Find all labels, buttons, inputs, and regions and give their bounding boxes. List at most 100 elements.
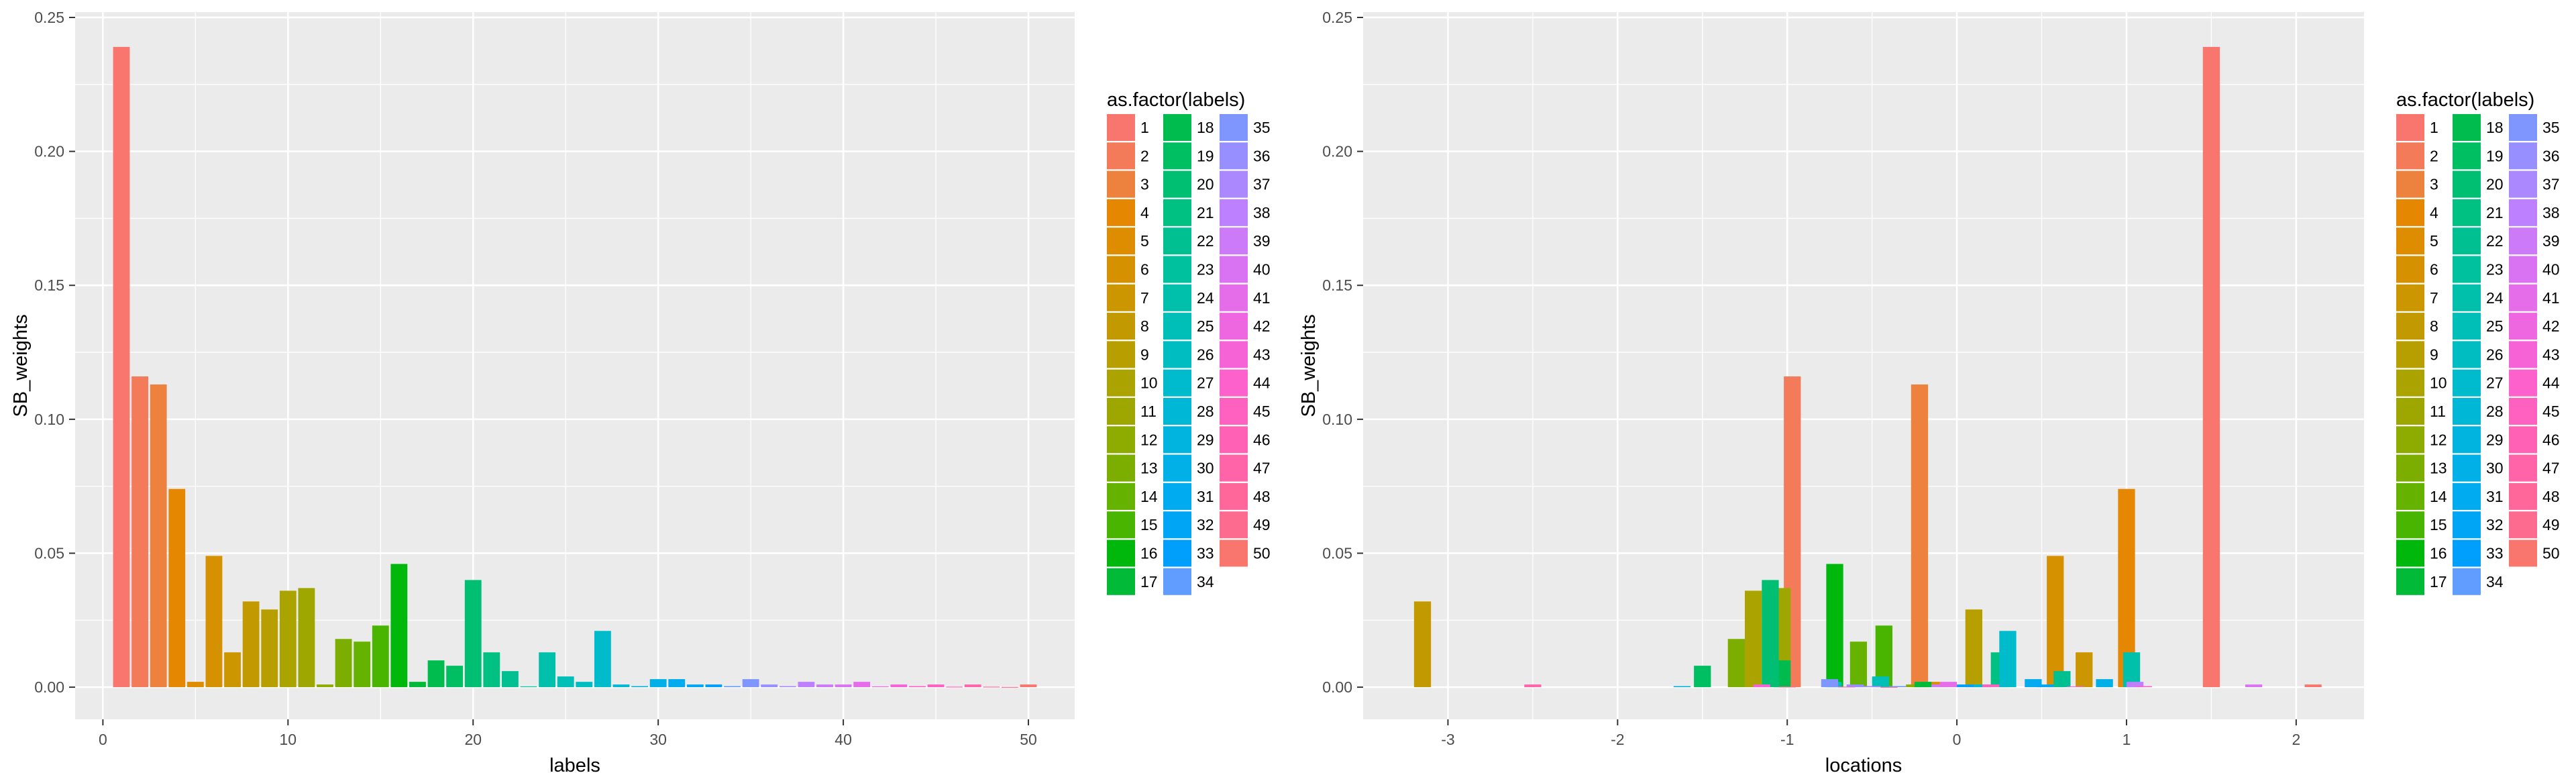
- legend-key-41: [1220, 284, 1248, 311]
- legend-label-29: 29: [2486, 431, 2504, 448]
- legend-label-37: 37: [1253, 176, 1271, 193]
- bar-label-5: [186, 682, 204, 688]
- bar-label-33: [705, 684, 722, 688]
- legend-key-32: [2453, 511, 2481, 539]
- legend-key-37: [2509, 170, 2537, 198]
- bar-label-13: [1727, 639, 1745, 688]
- bar-label-32: [2036, 684, 2054, 688]
- bar-label-47: [1524, 684, 1542, 688]
- legend-label-4: 4: [2430, 204, 2438, 221]
- bar-label-45: [927, 684, 945, 688]
- legend-key-50: [2509, 539, 2537, 567]
- legend-label-36: 36: [1253, 147, 1271, 164]
- bar-label-31: [2025, 679, 2042, 688]
- bar-label-48: [983, 686, 1000, 688]
- legend-key-1: [2396, 114, 2424, 141]
- bar-label-19: [446, 666, 464, 688]
- bar-label-49: [1002, 686, 1018, 688]
- legend-key-18: [1163, 114, 1191, 141]
- x-tick-label: 1: [2123, 731, 2131, 748]
- legend-label-2: 2: [1140, 147, 1149, 164]
- bar-label-49: [1880, 686, 1898, 688]
- bar-label-40: [835, 684, 852, 688]
- legend-label-49: 49: [1253, 516, 1271, 533]
- x-tick-label: 40: [835, 731, 852, 748]
- legend-label-48: 48: [2542, 488, 2560, 505]
- legend-key-10: [2396, 369, 2424, 397]
- legend-label-34: 34: [1197, 573, 1214, 590]
- legend-key-4: [1107, 199, 1135, 226]
- bar-label-10: [1744, 590, 1762, 688]
- legend-key-2: [1107, 142, 1135, 170]
- legend-label-4: 4: [1140, 204, 1149, 221]
- legend-label-19: 19: [1197, 147, 1214, 164]
- legend-key-44: [1220, 369, 1248, 397]
- legend-key-44: [2509, 369, 2537, 397]
- legend-key-30: [1163, 454, 1191, 482]
- legend-label-46: 46: [1253, 431, 1271, 448]
- legend-key-12: [1107, 426, 1135, 454]
- legend-label-6: 6: [1140, 261, 1149, 278]
- y-axis-title: SB_weights: [10, 314, 32, 417]
- legend-label-11: 11: [2430, 403, 2446, 420]
- legend-label-26: 26: [1197, 346, 1214, 363]
- legend-key-35: [1220, 114, 1248, 141]
- legend-label-50: 50: [2542, 545, 2560, 562]
- x-tick-label: 50: [1020, 731, 1037, 748]
- legend-key-38: [2509, 199, 2537, 226]
- legend-label-29: 29: [1197, 431, 1214, 448]
- y-tick-label: 0.20: [34, 143, 64, 160]
- legend-key-2: [2396, 142, 2424, 170]
- legend-label-35: 35: [2542, 119, 2560, 136]
- legend-label-34: 34: [2486, 573, 2504, 590]
- legend-label-45: 45: [1253, 403, 1271, 420]
- legend-key-49: [2509, 511, 2537, 539]
- legend-label-10: 10: [1140, 374, 1158, 392]
- legend-label-8: 8: [2430, 317, 2438, 335]
- bar-label-34: [1888, 686, 1907, 688]
- legend-key-13: [1107, 454, 1135, 482]
- legend-label-35: 35: [1253, 119, 1271, 136]
- legend-key-21: [1163, 199, 1191, 226]
- plot-panel-background: [1363, 12, 2364, 719]
- bar-label-21: [483, 652, 500, 688]
- bar-label-1: [2202, 46, 2220, 688]
- bar-label-8: [1413, 601, 1432, 688]
- legend-key-29: [2453, 426, 2481, 454]
- legend-key-45: [2509, 398, 2537, 425]
- bar-label-25: [1872, 676, 1889, 688]
- legend-key-33: [2453, 539, 2481, 567]
- legend-label-6: 6: [2430, 261, 2438, 278]
- legend-key-35: [2509, 114, 2537, 141]
- legend: as.factor(labels)12345678910111213141516…: [1107, 89, 1271, 595]
- y-tick-label: 0.15: [34, 276, 64, 294]
- legend-label-32: 32: [2486, 516, 2504, 533]
- bar-label-42: [2067, 686, 2084, 688]
- legend-key-12: [2396, 426, 2424, 454]
- legend-key-14: [2396, 482, 2424, 510]
- bar-label-24: [539, 652, 556, 688]
- legend-key-46: [1220, 426, 1248, 454]
- legend-key-24: [2453, 284, 2481, 311]
- legend-label-5: 5: [1140, 232, 1149, 250]
- bar-label-31: [668, 679, 686, 688]
- bar-label-41: [1939, 682, 1957, 688]
- legend-key-21: [2453, 199, 2481, 226]
- bar-label-30: [2096, 679, 2113, 688]
- legend-key-40: [1220, 256, 1248, 283]
- legend-label-33: 33: [2486, 545, 2504, 562]
- legend-label-31: 31: [1197, 488, 1214, 505]
- x-tick-label: 20: [464, 731, 482, 748]
- legend-key-41: [2509, 284, 2537, 311]
- bar-label-4: [168, 488, 186, 688]
- legend-key-37: [1220, 170, 1248, 198]
- legend: as.factor(labels)12345678910111213141516…: [2396, 89, 2560, 595]
- legend-label-40: 40: [2542, 261, 2560, 278]
- bar-label-22: [2053, 671, 2071, 688]
- legend-key-13: [2396, 454, 2424, 482]
- legend-label-13: 13: [1140, 460, 1158, 477]
- legend-key-3: [2396, 170, 2424, 198]
- legend-label-21: 21: [2486, 204, 2504, 221]
- legend-label-30: 30: [2486, 460, 2504, 477]
- bar-label-29: [1673, 686, 1691, 688]
